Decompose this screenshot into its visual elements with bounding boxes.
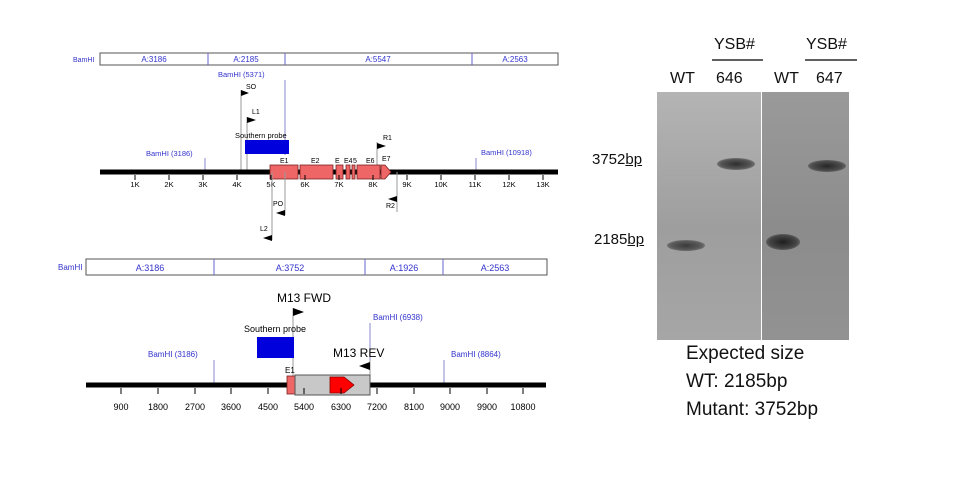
- lane-label-wt-2: WT: [774, 70, 799, 87]
- top-tick-label: 7K: [334, 180, 343, 189]
- top-tick-label: 9K: [402, 180, 411, 189]
- top-tick-label: 10K: [434, 180, 447, 189]
- bamhi-6938-label: BamHI (6938): [373, 313, 423, 322]
- expected-mutant-size: Mutant: 3752bp: [686, 399, 819, 420]
- top-segment-3: A:5547: [365, 55, 391, 64]
- top-segment-2: A:2185: [233, 55, 259, 64]
- top-tick-label: 11K: [469, 180, 482, 189]
- r1-primer-flag-icon: [377, 143, 386, 149]
- top-probe-label: Southern probe: [235, 131, 287, 140]
- exon-e5: [351, 164, 356, 180]
- po-primer-label: PO: [273, 201, 284, 208]
- bottom-tick-label: 6300: [331, 402, 351, 412]
- top-segment-1: A:3186: [141, 55, 167, 64]
- bottom-exon-label-e1: E1: [285, 366, 295, 375]
- bottom-tick-label: 9900: [477, 402, 497, 412]
- bottom-fragment-bar: [85, 258, 548, 276]
- lane-label-647: 647: [816, 70, 843, 87]
- expected-size-title: Expected size: [686, 343, 805, 364]
- gel-band-646-3752: [717, 158, 755, 170]
- expected-wt-size: WT: 2185bp: [686, 371, 788, 392]
- bottom-probe-label: Southern probe: [244, 324, 306, 334]
- exon-label-e3: E: [335, 158, 340, 165]
- top-tick-label: 12K: [502, 180, 515, 189]
- l1-primer-flag-icon: [247, 117, 256, 123]
- m13-rev-flag-icon: [359, 362, 370, 370]
- top-tick-label: 13K: [536, 180, 549, 189]
- top-tick-label: 3K: [198, 180, 207, 189]
- bottom-segment-1: A:3186: [136, 263, 165, 273]
- bottom-tick-label: 10800: [510, 402, 535, 412]
- top-southern-probe: [245, 140, 289, 154]
- l2-primer-label: L2: [260, 226, 268, 233]
- exon-e4: [345, 164, 351, 180]
- bottom-tick-label: 9000: [440, 402, 460, 412]
- top-axis-ticks: 1K 2K 3K 4K 5K 6K 7K 8K 9K 10K 11K 12K 1…: [130, 175, 550, 189]
- gel-panel-left: [657, 92, 761, 340]
- so-primer-flag-icon: [241, 90, 249, 96]
- bottom-tick-label: 8100: [404, 402, 424, 412]
- bottom-tick-label: 4500: [258, 402, 278, 412]
- bottom-bamhi-label: BamHI: [58, 263, 82, 272]
- exon-label-e1: E1: [280, 158, 289, 165]
- exon-e1: [269, 164, 299, 180]
- l1-primer-label: L1: [252, 109, 260, 116]
- top-tick-label: 8K: [368, 180, 377, 189]
- bottom-tick-label: 3600: [221, 402, 241, 412]
- top-bamhi-5371-label: BamHI (5371): [218, 70, 265, 79]
- top-tick-label: 1K: [130, 180, 139, 189]
- r1-primer-label: R1: [383, 135, 392, 142]
- top-tick-label: 4K: [232, 180, 241, 189]
- r2-primer-label: R2: [386, 203, 395, 210]
- po-primer-flag-icon: [276, 210, 285, 216]
- cassette-arrow-icon: [329, 376, 355, 394]
- top-bamhi-label: BamHI: [73, 57, 94, 64]
- bottom-southern-probe: [257, 337, 294, 358]
- top-bamhi-3186-label: BamHI (3186): [146, 149, 193, 158]
- exon-e2: [299, 164, 334, 180]
- gel-panel-right: [762, 92, 849, 340]
- exon-e7-arrow: [380, 164, 392, 180]
- exon-label-e7: E7: [382, 156, 391, 163]
- gel-band-647-3752: [808, 160, 846, 172]
- ysb-header-2: YSB#: [806, 36, 847, 53]
- top-tick-label: 5K: [266, 180, 275, 189]
- exon-label-e5: 5: [353, 158, 357, 165]
- gel-band-wt2-2185: [766, 234, 800, 250]
- bottom-exon-e1: [286, 375, 296, 395]
- bottom-axis-ticks: 900 1800 2700 3600 4500 5400 6300 7200 8…: [113, 388, 536, 412]
- bottom-segment-4: A:2563: [481, 263, 510, 273]
- gel-band-wt-2185: [667, 240, 705, 251]
- m13-fwd-label: M13 FWD: [277, 291, 331, 305]
- top-fragment-bar: [99, 52, 559, 66]
- m13-rev-label: M13 REV: [333, 346, 384, 360]
- top-bamhi-10918-label: BamHI (10918): [481, 148, 532, 157]
- top-tick-label: 6K: [300, 180, 309, 189]
- m13-fwd-flag-icon: [293, 308, 304, 316]
- top-segment-4: A:2563: [502, 55, 528, 64]
- l2-primer-flag-icon: [263, 235, 272, 241]
- bottom-bamhi-3186-label: BamHI (3186): [148, 350, 198, 359]
- bottom-tick-label: 900: [113, 402, 128, 412]
- lane-label-wt-1: WT: [670, 70, 695, 87]
- exon-label-e6: E6: [366, 158, 375, 165]
- bottom-tick-label: 1800: [148, 402, 168, 412]
- r2-primer-flag-icon: [388, 196, 397, 202]
- size-marker-2185: 2185bp: [594, 231, 645, 248]
- bottom-segment-3: A:1926: [390, 263, 419, 273]
- top-tick-label: 2K: [164, 180, 173, 189]
- exon-e6: [356, 164, 381, 180]
- bottom-tick-label: 5400: [294, 402, 314, 412]
- ysb-header-1: YSB#: [714, 36, 755, 53]
- exon-label-e2: E2: [311, 158, 320, 165]
- bottom-tick-label: 2700: [185, 402, 205, 412]
- bottom-segment-2: A:3752: [276, 263, 305, 273]
- so-primer-label: SO: [246, 84, 257, 91]
- size-marker-3752: 3752bp: [592, 151, 643, 168]
- exon-label-e4: E4: [344, 158, 353, 165]
- bottom-bamhi-8864-label: BamHI (8864): [451, 350, 501, 359]
- bottom-tick-label: 7200: [367, 402, 387, 412]
- lane-label-646: 646: [716, 70, 743, 87]
